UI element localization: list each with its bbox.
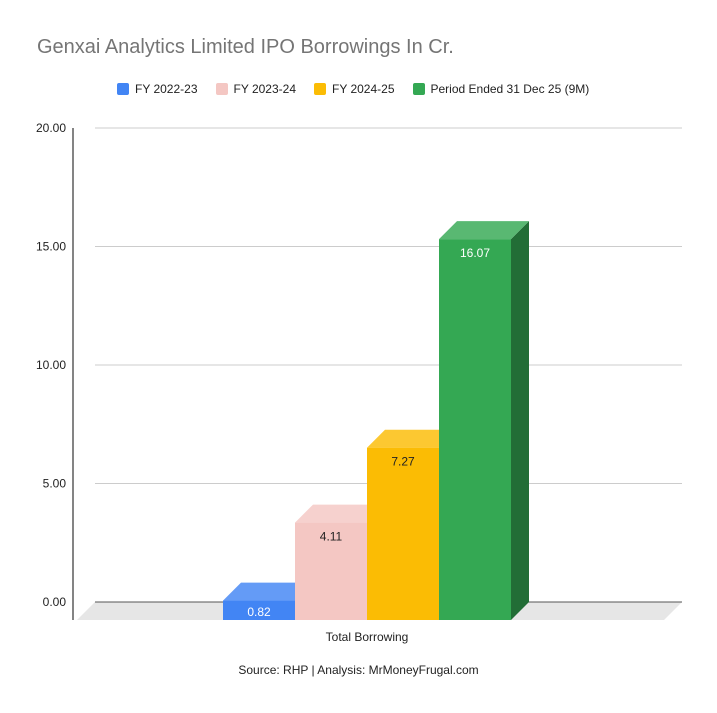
legend-label: FY 2022-23 [135,82,198,96]
bar-top-1 [295,504,385,523]
legend-label: FY 2024-25 [332,82,395,96]
bar-3 [439,239,511,621]
bar-0 [223,600,295,620]
bar-top-2 [367,429,457,448]
y-tick-label: 10.00 [36,358,66,372]
legend-swatch [215,83,228,95]
legend-swatch [117,83,129,95]
y-tick-label: 0.00 [43,595,67,609]
y-tick-label: 20.00 [36,121,66,135]
legend-label: Period Ended 31 Dec 25 (9M) [430,82,590,96]
data-label-1: 4.11 [320,530,343,544]
data-label-3: 16.07 [460,246,490,260]
data-label-0: 0.82 [247,605,271,619]
source-note: Source: RHP | Analysis: MrMoneyFrugal.co… [238,663,479,677]
legend: FY 2022-23 FY 2023-24 FY 2024-25 Period … [117,82,589,96]
bar-top-0 [223,582,313,601]
bar-1 [295,522,367,620]
legend-item-fy-2022-23[interactable]: FY 2022-23 [117,82,198,96]
y-tick-label: 15.00 [36,240,66,254]
legend-label: FY 2023-24 [233,82,297,96]
data-label-2: 7.27 [391,455,415,469]
x-category-label: Total Borrowing [326,630,409,644]
legend-item-fy-2023-24[interactable]: FY 2023-24 [215,82,297,96]
chart-title: Genxai Analytics Limited IPO Borrowings … [37,36,454,58]
bar-top-3 [439,221,529,240]
legend-item-fy-2024-25[interactable]: FY 2024-25 [314,82,395,96]
legend-item-period-ended[interactable]: Period Ended 31 Dec 25 (9M) [412,82,590,96]
y-tick-label: 5.00 [43,477,67,491]
bar-side-3 [511,221,529,621]
legend-swatch [314,83,326,95]
legend-swatch [412,83,425,95]
bar-2 [367,447,439,620]
